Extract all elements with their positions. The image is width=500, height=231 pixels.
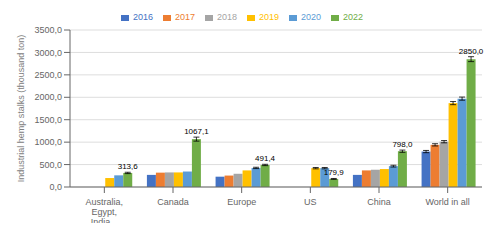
svg-text:2000,0: 2000,0 [34,92,62,102]
html-text:2019: 2019 [259,12,279,22]
html-text:2017: 2017 [174,12,195,22]
svg-text:2850,0: 2850,0 [459,47,484,56]
svg-text:1000,0: 1000,0 [34,137,62,147]
html-text:2020: 2020 [301,12,322,22]
html-text:2016: 2016 [132,12,153,22]
svg-text:500,0: 500,0 [39,160,62,170]
svg-text:Industrial hemp stalks (thousa: Industrial hemp stalks (thousand ton) [16,35,26,183]
svg-text:World in all: World in all [425,197,469,207]
svg-text:179,9: 179,9 [324,168,345,177]
svg-text:491,4: 491,4 [255,154,276,163]
svg-text:798,0: 798,0 [392,140,413,149]
html-text:2022: 2022 [343,12,364,22]
svg-text:Australia,Egypt,India...: Australia,Egypt,India... [86,197,124,223]
svg-text:Europe: Europe [227,197,256,207]
svg-text:2500,0: 2500,0 [34,70,62,80]
svg-text:US: US [304,197,317,207]
svg-text:1067,1: 1067,1 [184,127,209,136]
svg-text:0,0: 0,0 [49,182,62,192]
svg-text:3000,0: 3000,0 [34,48,62,58]
svg-text:313,6: 313,6 [118,162,139,171]
svg-text:China: China [367,197,391,207]
svg-text:1500,0: 1500,0 [34,115,62,125]
html-text:2018: 2018 [217,12,237,22]
svg-text:Canada: Canada [157,197,189,207]
svg-text:3500,0: 3500,0 [34,25,62,35]
